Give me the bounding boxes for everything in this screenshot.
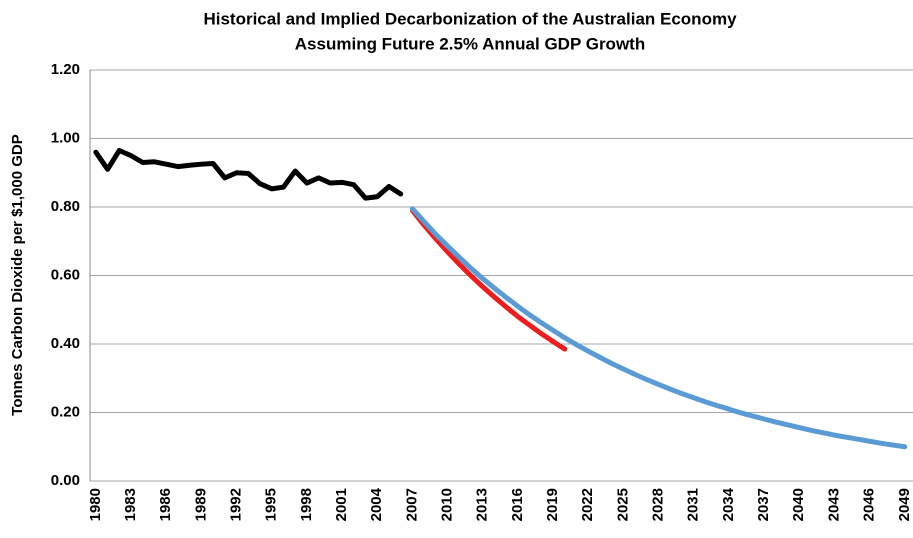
y-tick-label: 0.80 xyxy=(51,198,80,215)
series-line xyxy=(93,147,404,201)
x-tick-label: 1995 xyxy=(263,488,280,521)
x-tick-label: 2019 xyxy=(544,488,561,521)
x-tick-label: 1998 xyxy=(298,488,315,521)
x-tick-label: 2037 xyxy=(755,488,772,521)
chart-title: Historical and Implied Decarbonization o… xyxy=(203,9,737,28)
x-tick-label: 2007 xyxy=(403,488,420,521)
x-tick-label: 2004 xyxy=(368,487,385,521)
y-tick-label: 0.00 xyxy=(51,472,80,489)
x-tick-label: 2010 xyxy=(439,488,456,521)
x-tick-label: 2001 xyxy=(333,488,350,521)
x-tick-label: 2013 xyxy=(474,488,491,521)
x-tick-label: 2040 xyxy=(790,488,807,521)
x-tick-label: 2043 xyxy=(825,488,842,521)
x-tick-label: 2031 xyxy=(685,488,702,521)
x-tick-label: 1989 xyxy=(192,488,209,521)
x-tick-label: 2022 xyxy=(579,488,596,521)
x-tick-label: 2025 xyxy=(614,488,631,521)
x-tick-label: 1992 xyxy=(228,488,245,521)
x-tick-label: 2016 xyxy=(509,488,526,521)
series-line xyxy=(409,206,908,450)
y-tick-label: 1.00 xyxy=(51,129,80,146)
y-tick-label: 0.60 xyxy=(51,266,80,283)
x-tick-label: 1986 xyxy=(157,488,174,521)
x-tick-label: 2028 xyxy=(650,488,667,521)
x-tick-label: 2049 xyxy=(896,488,913,521)
y-tick-label: 0.40 xyxy=(51,335,80,352)
x-tick-label: 1983 xyxy=(122,488,139,521)
x-tick-label: 2034 xyxy=(720,487,737,521)
series-line xyxy=(409,207,568,352)
y-tick-label: 1.20 xyxy=(51,61,80,78)
x-tick-label: 1980 xyxy=(87,488,104,521)
x-tick-label: 2046 xyxy=(861,488,878,521)
y-tick-label: 0.20 xyxy=(51,403,80,420)
y-axis-label: Tonnes Carbon Dioxide per $1,000 GDP xyxy=(9,134,26,415)
chart-subtitle: Assuming Future 2.5% Annual GDP Growth xyxy=(295,34,645,53)
